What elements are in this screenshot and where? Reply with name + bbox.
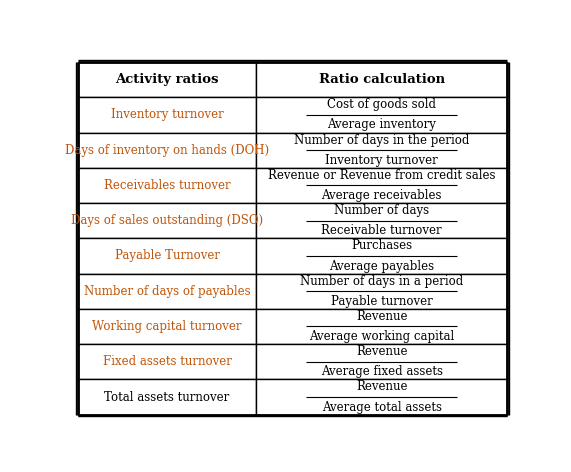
Bar bbox=[78, 238, 256, 274]
Bar bbox=[256, 274, 507, 309]
Bar bbox=[78, 344, 256, 379]
Text: Average total assets: Average total assets bbox=[321, 401, 442, 413]
Bar bbox=[256, 168, 507, 203]
Text: Fixed assets turnover: Fixed assets turnover bbox=[103, 355, 231, 368]
Bar bbox=[78, 168, 256, 203]
Text: Activity ratios: Activity ratios bbox=[115, 73, 219, 86]
Text: Revenue or Revenue from credit sales: Revenue or Revenue from credit sales bbox=[268, 169, 496, 182]
Text: Total assets turnover: Total assets turnover bbox=[104, 390, 230, 404]
Text: Number of days: Number of days bbox=[334, 204, 429, 217]
Bar bbox=[78, 97, 256, 133]
Text: Working capital turnover: Working capital turnover bbox=[93, 320, 242, 333]
Text: Purchases: Purchases bbox=[351, 239, 412, 253]
Bar bbox=[256, 238, 507, 274]
Text: Average payables: Average payables bbox=[329, 260, 435, 272]
Bar bbox=[256, 379, 507, 414]
Text: Average fixed assets: Average fixed assets bbox=[321, 365, 443, 378]
Bar bbox=[256, 203, 507, 238]
Bar bbox=[256, 97, 507, 133]
Bar bbox=[256, 62, 507, 97]
Text: Days of sales outstanding (DSO): Days of sales outstanding (DSO) bbox=[71, 214, 263, 227]
Text: Receivable turnover: Receivable turnover bbox=[321, 224, 442, 237]
Bar bbox=[78, 309, 256, 344]
Text: Payable turnover: Payable turnover bbox=[331, 295, 433, 308]
Text: Days of inventory on hands (DOH): Days of inventory on hands (DOH) bbox=[65, 144, 269, 157]
Bar bbox=[78, 379, 256, 414]
Text: Revenue: Revenue bbox=[356, 310, 408, 323]
Bar bbox=[78, 62, 256, 97]
Text: Number of days in the period: Number of days in the period bbox=[294, 134, 469, 147]
Text: Receivables turnover: Receivables turnover bbox=[104, 179, 230, 192]
Text: Revenue: Revenue bbox=[356, 345, 408, 358]
Text: Number of days in a period: Number of days in a period bbox=[300, 275, 463, 288]
Bar bbox=[256, 309, 507, 344]
Text: Average inventory: Average inventory bbox=[327, 118, 436, 132]
Text: Average receivables: Average receivables bbox=[321, 189, 442, 202]
Text: Number of days of payables: Number of days of payables bbox=[84, 285, 251, 298]
Text: Cost of goods sold: Cost of goods sold bbox=[327, 99, 436, 111]
Bar bbox=[256, 133, 507, 168]
Text: Revenue: Revenue bbox=[356, 380, 408, 394]
Bar bbox=[78, 133, 256, 168]
Bar bbox=[78, 274, 256, 309]
Bar bbox=[256, 344, 507, 379]
Text: Average working capital: Average working capital bbox=[309, 330, 455, 343]
Text: Inventory turnover: Inventory turnover bbox=[325, 154, 438, 167]
Text: Ratio calculation: Ratio calculation bbox=[319, 73, 445, 86]
Bar bbox=[78, 203, 256, 238]
Text: Inventory turnover: Inventory turnover bbox=[111, 109, 223, 121]
Text: Payable Turnover: Payable Turnover bbox=[115, 250, 220, 262]
